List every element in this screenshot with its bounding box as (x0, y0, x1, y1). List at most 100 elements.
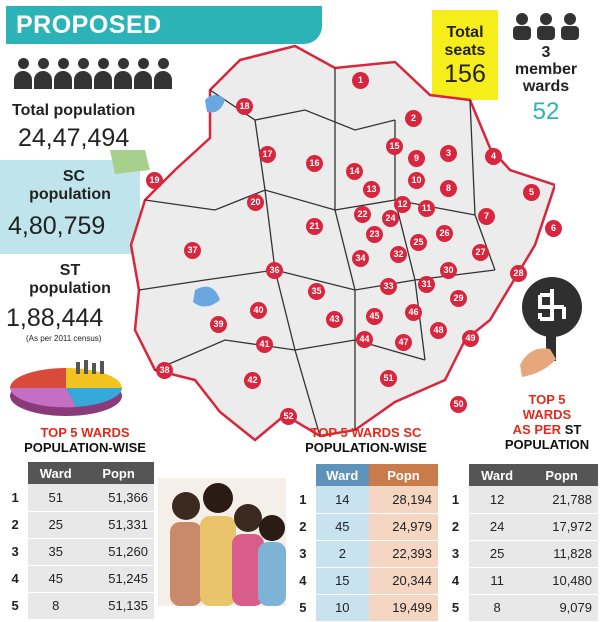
person-icon (114, 58, 132, 90)
ward-marker: 30 (440, 262, 457, 279)
three-persons-icon (513, 13, 579, 40)
table-st-title-line3: AS PER (512, 422, 562, 437)
ward-marker: 16 (306, 155, 323, 172)
ward-marker: 10 (408, 172, 425, 189)
table-row: 5 8 9,079 (442, 594, 598, 622)
table-population: Ward Popn 1 51 51,366 2 25 51,331 3 35 51,260 … (2, 462, 154, 620)
ward-marker: 28 (510, 265, 527, 282)
table-header: Ward (28, 462, 84, 484)
st-label-line2: population (29, 280, 111, 297)
total-population-label: Total population (12, 102, 136, 119)
table-row: 5 8 51,135 (2, 592, 154, 620)
table-row: 3 2 22,393 (290, 540, 438, 568)
ward-marker: 39 (210, 316, 227, 333)
total-seats-box: Total seats 156 (432, 10, 498, 100)
ward-marker: 34 (352, 250, 369, 267)
st-population-value: 1,88,444 (6, 304, 104, 332)
ward-marker: 19 (146, 172, 163, 189)
table-row: 2 25 51,331 (2, 511, 154, 539)
ward-marker: 7 (478, 208, 495, 225)
table-row: 4 45 51,245 (2, 565, 154, 593)
ward-marker: 4 (485, 148, 502, 165)
ward-marker: 8 (440, 180, 457, 197)
ward-marker: 51 (380, 370, 397, 387)
ward-marker: 43 (326, 311, 343, 328)
table-st-title-st: ST (564, 422, 582, 437)
table-sc-title-line1: TOP 5 WARDS SC (310, 425, 422, 440)
ward-marker: 5 (523, 184, 540, 201)
ward-markers: 1 2 3 4 5 6 7 8 9 10 11 12 13 14 15 16 17 18 19 20 21 22 23 24 2… (146, 72, 562, 425)
ward-marker: 35 (308, 283, 325, 300)
person-icon (34, 58, 52, 90)
table-row: 1 14 28,194 (290, 486, 438, 514)
member-wards-line3: wards (522, 78, 570, 95)
ward-marker: 38 (156, 362, 173, 379)
ward-marker: 20 (247, 194, 264, 211)
table-header: Popn (83, 462, 154, 484)
table-population-title-line2: POPULATION-WISE (24, 440, 146, 455)
ward-marker: 12 (394, 196, 411, 213)
total-seats-label-line1: Total (446, 24, 484, 41)
ward-marker: 31 (418, 276, 435, 293)
table-header (442, 464, 470, 486)
table-sc-title-line2: POPULATION-WISE (305, 440, 427, 455)
ward-marker: 27 (472, 244, 489, 261)
ward-marker: 36 (266, 262, 283, 279)
table-sc: Ward Popn 1 14 28,194 2 45 24,979 3 2 22,393 4… (290, 464, 438, 622)
ward-map (110, 44, 555, 442)
ward-marker: 13 (363, 181, 380, 198)
table-st-title-line1: TOP 5 (528, 392, 566, 407)
ward-marker: 2 (405, 110, 422, 127)
table-st-title: TOP 5 WARDS AS PER ST POPULATION (496, 392, 598, 452)
total-seats-label-line2: seats (444, 42, 486, 59)
table-population-title-line1: TOP 5 WARDS (40, 425, 130, 440)
ward-marker: 25 (410, 234, 427, 251)
ward-marker: 18 (236, 98, 253, 115)
table-row: 5 10 19,499 (290, 594, 438, 622)
table-row: 2 24 17,972 (442, 513, 598, 541)
ward-marker: 6 (545, 220, 562, 237)
ward-marker: 44 (356, 331, 373, 348)
sc-label-line1: SC (62, 168, 86, 185)
ward-marker: 17 (259, 146, 276, 163)
person-icon (134, 58, 152, 90)
ward-marker: 14 (346, 163, 363, 180)
ward-marker: 50 (450, 396, 467, 413)
member-wards-value: 52 (532, 98, 560, 125)
ward-marker: 48 (430, 322, 447, 339)
person-icon (54, 58, 72, 90)
table-st: Ward Popn 1 12 21,788 2 24 17,972 3 25 11,828 … (442, 464, 598, 622)
total-population-value: 24,47,494 (18, 124, 130, 152)
ward-marker: 45 (366, 308, 383, 325)
population-people-icons (14, 58, 184, 94)
table-header: Popn (525, 464, 598, 486)
table-population-title: TOP 5 WARDS POPULATION-WISE (10, 425, 160, 455)
table-header (290, 464, 316, 486)
ward-marker: 41 (256, 336, 273, 353)
ward-marker: 29 (450, 290, 467, 307)
table-sc-title: TOP 5 WARDS SC POPULATION-WISE (296, 425, 436, 455)
table-row: 3 35 51,260 (2, 538, 154, 566)
women-photo (158, 478, 286, 606)
stamp-hand-icon (520, 277, 582, 377)
pie-illustration (10, 360, 122, 416)
ward-marker: 21 (306, 218, 323, 235)
ward-marker: 24 (382, 210, 399, 227)
table-row: 4 11 10,480 (442, 567, 598, 595)
table-row: 1 12 21,788 (442, 486, 598, 514)
census-note: (As per 2011 census) (26, 334, 102, 343)
ward-marker: 46 (405, 304, 422, 321)
ward-marker: 42 (244, 372, 261, 389)
ward-marker: 47 (395, 334, 412, 351)
member-wards-line2: member (514, 61, 578, 78)
ward-marker: 3 (440, 145, 457, 162)
ward-marker: 33 (380, 278, 397, 295)
ward-marker: 40 (250, 302, 267, 319)
person-icon (154, 58, 172, 90)
table-row: 2 45 24,979 (290, 513, 438, 541)
table-row: 1 51 51,366 (2, 484, 154, 512)
sc-population-box (0, 160, 140, 254)
table-header: Popn (368, 464, 438, 486)
ward-marker: 49 (462, 330, 479, 347)
table-st-title-line4: POPULATION (504, 437, 590, 452)
